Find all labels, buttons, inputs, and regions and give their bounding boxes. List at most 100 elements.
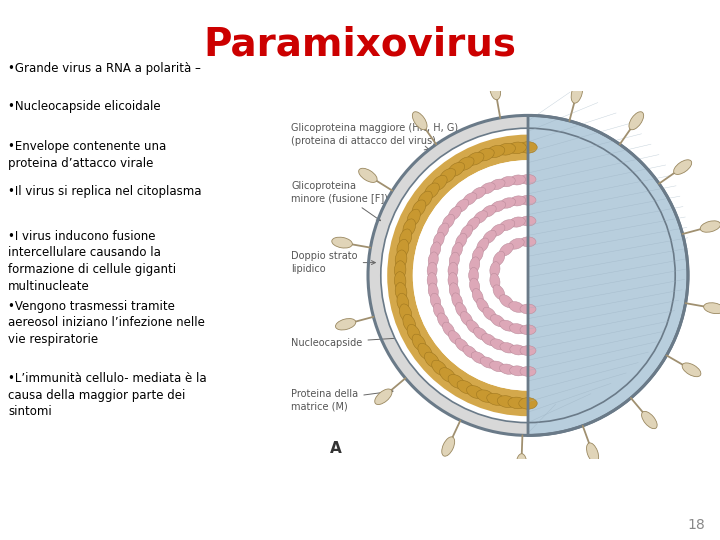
Ellipse shape: [487, 393, 505, 406]
Ellipse shape: [510, 196, 526, 206]
Ellipse shape: [413, 112, 427, 130]
Ellipse shape: [397, 293, 409, 312]
Ellipse shape: [642, 411, 657, 429]
Text: •Nucleocapside elicoidale: •Nucleocapside elicoidale: [8, 100, 161, 113]
Ellipse shape: [449, 206, 462, 220]
Ellipse shape: [508, 142, 526, 154]
Wedge shape: [368, 116, 528, 435]
Ellipse shape: [455, 339, 469, 352]
Ellipse shape: [359, 168, 377, 183]
Ellipse shape: [469, 257, 480, 273]
Ellipse shape: [510, 175, 526, 185]
Ellipse shape: [490, 262, 500, 278]
Ellipse shape: [368, 116, 688, 435]
Ellipse shape: [500, 220, 515, 231]
Ellipse shape: [456, 302, 467, 318]
Ellipse shape: [500, 295, 513, 308]
Text: •Envelope contenente una
proteina d’attacco virale: •Envelope contenente una proteina d’atta…: [8, 140, 166, 170]
Ellipse shape: [403, 314, 415, 332]
Ellipse shape: [490, 201, 505, 212]
Ellipse shape: [508, 397, 526, 409]
Ellipse shape: [407, 325, 420, 342]
Ellipse shape: [472, 247, 483, 262]
Ellipse shape: [482, 334, 496, 346]
Ellipse shape: [442, 437, 454, 456]
Ellipse shape: [500, 364, 516, 374]
Ellipse shape: [395, 272, 406, 290]
Ellipse shape: [336, 319, 356, 330]
Ellipse shape: [520, 195, 536, 205]
Text: Paramixovirus: Paramixovirus: [204, 25, 516, 63]
Ellipse shape: [490, 79, 500, 100]
Text: •I virus inducono fusione
intercellulare causando la
formazione di cellule gigan: •I virus inducono fusione intercellulare…: [8, 230, 176, 293]
Text: Glicoproteina
minore (fusione [F]): Glicoproteina minore (fusione [F]): [291, 181, 388, 221]
Ellipse shape: [482, 205, 496, 217]
Ellipse shape: [467, 217, 480, 231]
Ellipse shape: [449, 330, 462, 345]
Wedge shape: [368, 116, 528, 435]
Ellipse shape: [510, 366, 526, 376]
Ellipse shape: [418, 191, 432, 207]
Ellipse shape: [703, 303, 720, 314]
Ellipse shape: [395, 250, 407, 268]
Text: 18: 18: [688, 518, 705, 532]
Ellipse shape: [448, 163, 464, 177]
Text: •Grande virus a RNA a polarità –: •Grande virus a RNA a polarità –: [8, 62, 201, 75]
Ellipse shape: [438, 313, 449, 328]
Ellipse shape: [520, 304, 536, 314]
Ellipse shape: [510, 217, 526, 227]
Ellipse shape: [427, 273, 437, 288]
Ellipse shape: [477, 390, 494, 402]
Ellipse shape: [587, 443, 598, 463]
Ellipse shape: [519, 141, 537, 153]
Text: Nucleocapside: Nucleocapside: [291, 335, 425, 348]
Ellipse shape: [493, 285, 505, 300]
Ellipse shape: [472, 288, 483, 304]
Ellipse shape: [477, 148, 494, 161]
Ellipse shape: [448, 374, 464, 388]
Ellipse shape: [449, 252, 459, 268]
Ellipse shape: [438, 223, 449, 238]
Ellipse shape: [490, 361, 505, 372]
Ellipse shape: [498, 396, 516, 408]
Ellipse shape: [456, 233, 467, 248]
Ellipse shape: [510, 323, 526, 334]
Ellipse shape: [467, 320, 480, 334]
Ellipse shape: [431, 242, 441, 258]
Ellipse shape: [682, 363, 701, 377]
Ellipse shape: [397, 239, 409, 258]
Ellipse shape: [432, 360, 447, 375]
Ellipse shape: [455, 199, 469, 212]
Ellipse shape: [457, 157, 474, 171]
Ellipse shape: [490, 224, 505, 236]
Ellipse shape: [395, 282, 407, 301]
Ellipse shape: [451, 293, 462, 308]
Ellipse shape: [463, 346, 477, 358]
Text: •Il virus si replica nel citoplasma: •Il virus si replica nel citoplasma: [8, 185, 202, 198]
Ellipse shape: [463, 193, 477, 205]
Ellipse shape: [460, 312, 473, 326]
Ellipse shape: [449, 283, 459, 299]
Ellipse shape: [474, 211, 487, 224]
Ellipse shape: [571, 83, 582, 103]
Ellipse shape: [480, 357, 495, 368]
Ellipse shape: [433, 232, 444, 247]
Ellipse shape: [674, 160, 692, 174]
Wedge shape: [387, 134, 528, 416]
Ellipse shape: [500, 243, 513, 256]
Ellipse shape: [509, 239, 524, 249]
Ellipse shape: [520, 216, 536, 226]
Ellipse shape: [457, 380, 474, 394]
Ellipse shape: [440, 168, 456, 183]
Wedge shape: [413, 160, 528, 390]
Ellipse shape: [440, 368, 456, 382]
Ellipse shape: [448, 273, 458, 288]
Ellipse shape: [403, 219, 415, 237]
Ellipse shape: [471, 187, 486, 199]
Ellipse shape: [428, 283, 438, 299]
Ellipse shape: [487, 145, 505, 158]
Ellipse shape: [500, 177, 516, 187]
Ellipse shape: [520, 237, 536, 247]
Text: •Vengono trasmessi tramite
aereosol iniziano l’infezione nelle
vie respiratorie: •Vengono trasmessi tramite aereosol iniz…: [8, 300, 205, 346]
Ellipse shape: [412, 334, 426, 351]
